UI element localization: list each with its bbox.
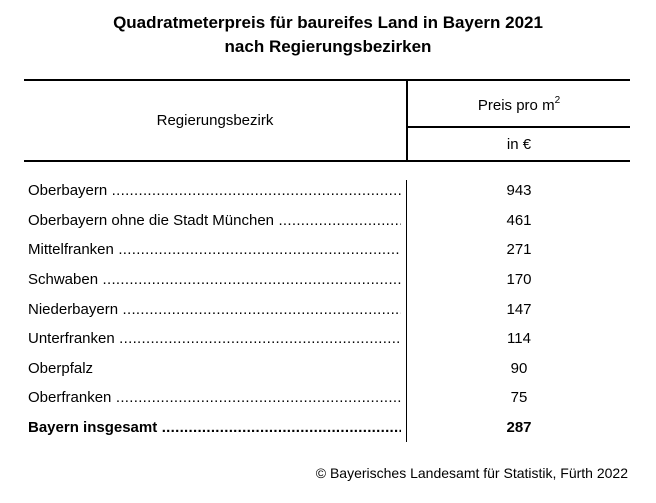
body-column-divider <box>406 180 407 442</box>
row-label: Niederbayern <box>28 299 401 321</box>
row-value: 287 <box>506 419 532 436</box>
title-line-1: Quadratmeterpreis für baureifes Land in … <box>113 13 543 32</box>
row-value: 943 <box>506 182 532 199</box>
row-value: 114 <box>507 330 531 347</box>
row-label: Oberpfalz <box>28 360 94 377</box>
header-sub-rule <box>407 126 630 128</box>
row-label: Oberbayern ohne die Stadt München <box>28 210 401 232</box>
page-title: Quadratmeterpreis für baureifes Land in … <box>0 11 656 59</box>
row-value: 461 <box>506 212 532 229</box>
row-label: Schwaben <box>28 269 401 291</box>
header-region: Regierungsbezirk <box>156 112 274 129</box>
source-note: © Bayerisches Landesamt für Statistik, F… <box>315 465 628 481</box>
table-top-rule <box>24 79 630 81</box>
row-value: 75 <box>510 389 528 406</box>
row-value: 147 <box>506 301 532 318</box>
row-value: 170 <box>506 271 532 288</box>
row-label: Unterfranken <box>28 328 401 350</box>
column-divider <box>406 80 408 162</box>
title-line-2: nach Regierungsbezirken <box>224 37 432 56</box>
row-label: Mittelfranken <box>28 239 401 261</box>
header-unit: in € <box>506 136 532 153</box>
row-label: Bayern insgesamt <box>28 417 401 439</box>
row-label: Oberfranken <box>28 387 401 409</box>
header-price: Preis pro m2 <box>477 95 561 114</box>
row-label: Oberbayern <box>28 180 401 202</box>
row-value: 271 <box>506 241 532 258</box>
superscript-2: 2 <box>554 95 561 106</box>
header-bottom-rule <box>24 160 630 162</box>
row-value: 90 <box>510 360 528 377</box>
